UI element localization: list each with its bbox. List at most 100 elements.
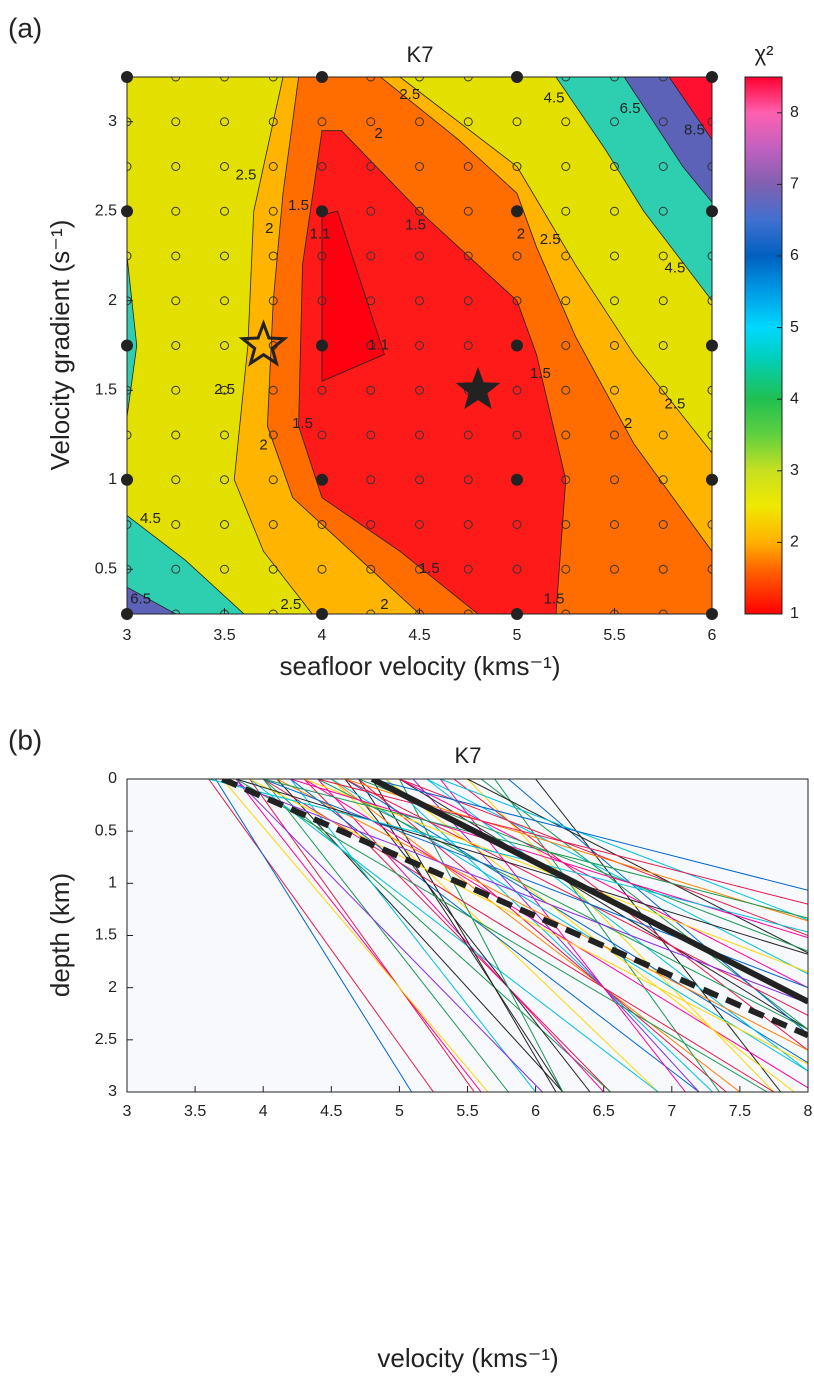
- velocity-profile: [399, 779, 808, 936]
- sample-point: [127, 251, 132, 261]
- sample-point: [415, 430, 424, 440]
- x-tick-label: 5.5: [603, 627, 625, 644]
- x-tick-label: 3: [123, 1103, 132, 1120]
- sample-point: [561, 251, 571, 261]
- sample-point: [415, 564, 424, 574]
- sample-point: [415, 296, 424, 306]
- sample-point: [561, 77, 571, 82]
- sample-point: [366, 341, 376, 350]
- contour-label: 1.5: [544, 591, 565, 608]
- contour-region: [298, 130, 567, 614]
- sample-point: [220, 385, 229, 395]
- sample-point: [171, 475, 181, 485]
- sample-point: [561, 430, 571, 440]
- contour-label: 2: [259, 437, 267, 454]
- sample-point: [658, 296, 668, 306]
- sample-point: [463, 520, 473, 529]
- colorbar-tick-label: 7: [790, 176, 799, 193]
- sample-point: [317, 251, 327, 261]
- sample-point: [366, 520, 376, 529]
- contour-label: 2: [624, 415, 632, 432]
- sample-point: [610, 385, 619, 395]
- sample-point: [268, 430, 278, 440]
- plot-area: [208, 779, 808, 1092]
- sample-point: [268, 77, 278, 82]
- sample-point: [658, 385, 668, 395]
- y-tick-label: 2: [108, 292, 117, 309]
- sample-point: [268, 520, 278, 529]
- sample-point: [268, 385, 278, 395]
- sample-point: [610, 206, 619, 216]
- contour-region: [668, 77, 712, 141]
- sample-point: [268, 162, 278, 171]
- y-tick-label: 1.5: [95, 381, 117, 398]
- velocity-profile: [249, 779, 808, 1065]
- contour-label: 2.5: [665, 396, 686, 413]
- x-tick-label: 4.5: [320, 1103, 342, 1120]
- chart-title: K7: [455, 743, 482, 768]
- sample-point: [171, 77, 181, 82]
- sample-point: [463, 609, 473, 614]
- sample-point: [171, 296, 181, 306]
- sample-point: [317, 117, 327, 127]
- sample-point: [171, 251, 181, 261]
- velocity-profile: [235, 779, 543, 1092]
- sample-point: [658, 520, 668, 529]
- x-tick-label: 3.5: [213, 627, 235, 644]
- velocity-profile: [344, 779, 808, 1064]
- contour-label: 4.5: [140, 510, 161, 527]
- sample-point: [317, 564, 327, 574]
- sample-point: [512, 520, 522, 529]
- sample-point: [512, 296, 522, 306]
- velocity-profile: [467, 779, 808, 954]
- contour-label: 2: [265, 220, 273, 237]
- sample-point: [463, 77, 473, 82]
- contour-label: 1.5: [405, 217, 426, 234]
- sample-point: [415, 77, 424, 82]
- contour-label: 8.5: [684, 122, 705, 139]
- sample-point: [317, 162, 327, 171]
- sample-point: [512, 564, 522, 574]
- sample-point: [171, 117, 181, 127]
- sample-point: [171, 341, 181, 350]
- sample-point: [268, 117, 278, 127]
- y-tick-label: 0.5: [95, 560, 117, 577]
- x-tick-label: 6: [708, 627, 717, 644]
- sample-point: [463, 475, 473, 485]
- x-tick-label: 6.5: [593, 1103, 615, 1120]
- x-tick-label: 5.5: [456, 1103, 478, 1120]
- velocity-profile: [215, 779, 413, 1092]
- contour-label: 2: [374, 125, 382, 142]
- sample-point: [220, 206, 229, 216]
- panel-label: (a): [8, 12, 42, 43]
- sample-point: [610, 341, 619, 350]
- sample-point: [220, 520, 229, 529]
- grid-node: [316, 205, 328, 218]
- velocity-profile: [208, 779, 434, 1092]
- x-axis-label: seafloor velocity (kms⁻¹): [280, 651, 561, 681]
- y-tick-label: 1.5: [95, 927, 117, 944]
- sample-point: [707, 385, 712, 395]
- velocity-profile: [262, 779, 509, 1092]
- velocity-profile: [358, 779, 564, 1092]
- contour-label: 4.5: [665, 259, 686, 276]
- highlight-profile: [370, 779, 808, 1005]
- sample-point: [220, 162, 229, 171]
- sample-point: [658, 341, 668, 350]
- contour-label: 1.1: [310, 225, 331, 242]
- sample-point: [366, 296, 376, 306]
- velocity-profile: [494, 779, 720, 1092]
- sample-point: [707, 117, 712, 127]
- sample-point: [127, 162, 132, 171]
- velocity-profile: [303, 779, 611, 1092]
- sample-point: [366, 609, 376, 614]
- grid-node: [316, 473, 328, 486]
- contour-region: [623, 77, 712, 203]
- sample-point: [707, 564, 712, 574]
- velocity-profile: [222, 779, 808, 1004]
- sample-point: [561, 475, 571, 485]
- sample-point: [127, 520, 132, 529]
- sample-point: [658, 77, 668, 82]
- sample-point: [171, 430, 181, 440]
- sample-point: [658, 475, 668, 485]
